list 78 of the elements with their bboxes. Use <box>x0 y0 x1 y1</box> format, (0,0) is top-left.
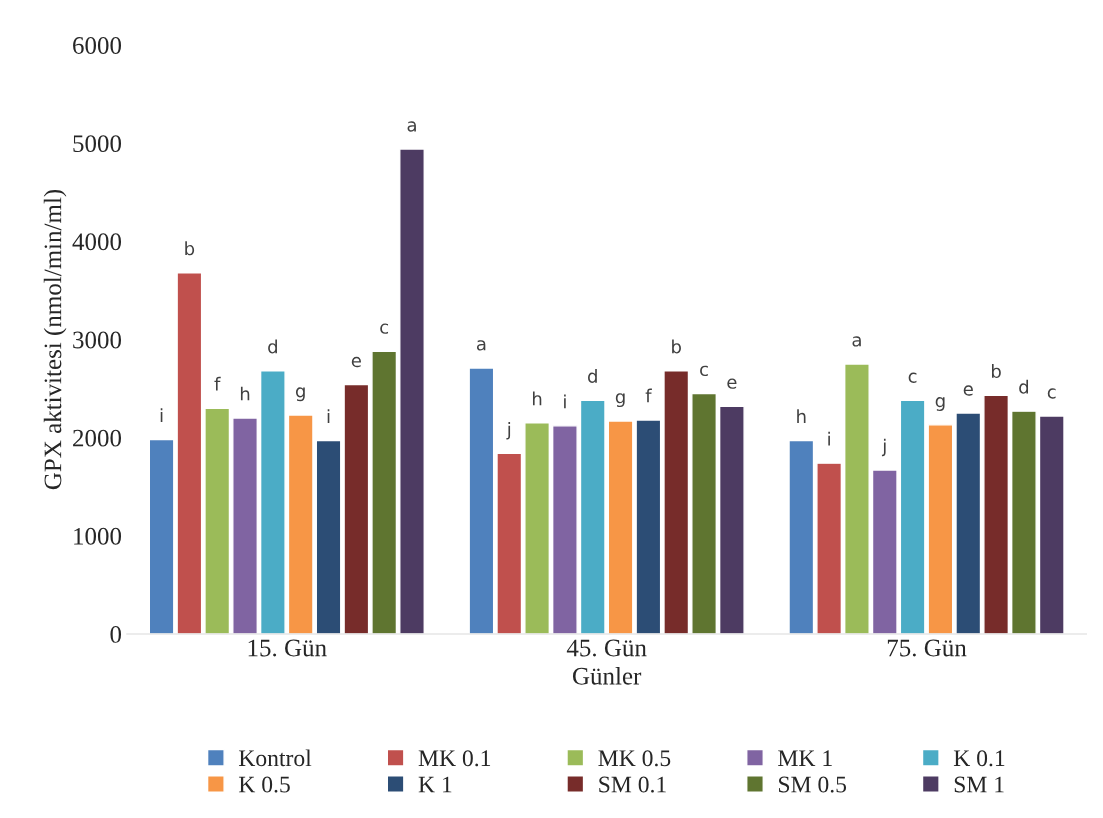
data-label: d <box>1019 379 1029 394</box>
legend-label: SM 0.1 <box>599 776 666 793</box>
data-label: h <box>240 386 250 401</box>
bar <box>148 438 175 634</box>
bar <box>1010 410 1037 634</box>
bar <box>204 407 231 634</box>
bar <box>955 412 982 634</box>
legend-label: SM 1 <box>954 776 1004 793</box>
bar <box>1038 415 1065 634</box>
data-label: i <box>327 409 330 423</box>
bar <box>371 350 398 634</box>
legend-label: K 0.5 <box>238 776 290 793</box>
data-label: g <box>295 387 305 402</box>
bar <box>343 383 370 634</box>
legend-label: SM 0.5 <box>779 776 847 793</box>
y-tick-label: 2000 <box>73 429 122 447</box>
bar <box>691 392 717 634</box>
y-tick-label: 5000 <box>73 135 122 153</box>
bar <box>551 425 578 634</box>
data-label: e <box>727 378 737 389</box>
data-label: c <box>1047 388 1056 399</box>
bar <box>287 414 314 634</box>
data-label: i <box>160 408 163 422</box>
y-axis-title: GPX aktivitesi (nmol/min/ml) <box>43 189 67 490</box>
bar <box>718 405 745 634</box>
data-label: c <box>380 323 389 334</box>
data-label: j <box>506 421 511 440</box>
data-label: d <box>588 368 597 383</box>
data-label: a <box>852 336 861 347</box>
y-tick-label: 0 <box>110 626 122 643</box>
x-tick-label: 75. Gün <box>887 639 967 657</box>
bar <box>524 422 551 634</box>
data-label: g <box>935 397 945 411</box>
y-tick-label: 3000 <box>73 331 122 349</box>
data-label: a <box>407 121 416 132</box>
legend-label: K 1 <box>418 776 452 793</box>
bar <box>579 399 606 634</box>
data-label: b <box>992 364 1001 379</box>
bar <box>663 370 690 634</box>
y-tick-label: 6000 <box>73 37 122 54</box>
data-label: j <box>881 438 886 457</box>
data-label: c <box>908 372 917 383</box>
data-label: h <box>797 409 806 423</box>
data-label: g <box>615 393 625 408</box>
data-label: i <box>828 431 830 446</box>
x-tick-label: 15. Gün <box>248 639 327 657</box>
x-axis-title: Günler <box>572 667 642 685</box>
data-label: d <box>268 339 277 354</box>
data-label: f <box>214 376 221 391</box>
data-label: f <box>645 388 652 403</box>
legend-label: Kontrol <box>238 749 312 767</box>
bar <box>399 148 425 634</box>
data-label: e <box>963 385 973 396</box>
legend-label: K 0.1 <box>953 750 1005 767</box>
legend-label: MK 1 <box>778 750 832 766</box>
data-label: h <box>533 391 542 406</box>
data-label: i <box>564 394 566 409</box>
y-tick-label: 4000 <box>72 233 122 251</box>
bar <box>315 439 342 634</box>
x-tick-label: 45. Gün <box>566 639 647 657</box>
bar <box>259 370 286 634</box>
bar <box>844 363 870 634</box>
data-label: e <box>351 356 361 368</box>
bar <box>983 394 1010 634</box>
data-label: b <box>672 339 681 354</box>
y-tick-label: 1000 <box>74 527 122 545</box>
bar <box>176 272 203 634</box>
legend-label: MK 0.1 <box>418 750 491 767</box>
bar <box>496 452 523 634</box>
data-label: b <box>185 241 195 256</box>
bar <box>871 469 898 634</box>
bar <box>788 439 815 634</box>
bar <box>232 417 258 634</box>
bar <box>468 367 495 634</box>
bar <box>816 462 843 634</box>
data-label: a <box>476 340 486 351</box>
data-label: c <box>700 365 708 377</box>
legend-label: MK 0.5 <box>598 750 671 767</box>
